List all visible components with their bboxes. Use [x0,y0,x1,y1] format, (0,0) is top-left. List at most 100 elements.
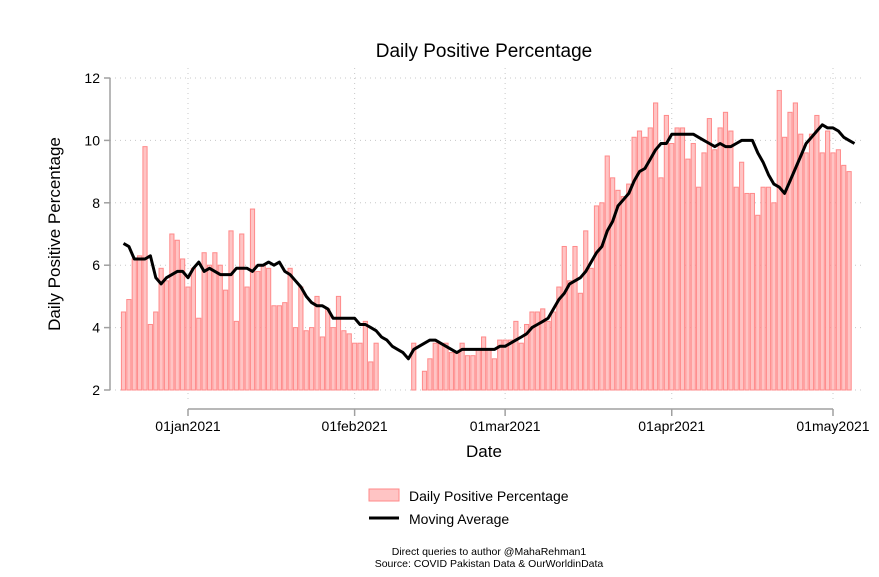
bar [206,264,213,391]
bar [470,355,476,391]
bar [669,143,675,391]
bar [330,327,336,391]
bar [561,245,567,391]
bar [239,233,245,391]
bar [787,111,793,391]
bar [309,327,315,391]
bar [841,164,847,391]
x-axis-title: Date [466,442,502,461]
bar [325,308,331,391]
bar [147,323,153,391]
bar [642,136,648,391]
x-tick-label: 01mar2021 [470,418,541,434]
bar [604,155,610,391]
bar [271,305,277,391]
bar [631,136,637,391]
bar [717,127,723,391]
bar [739,161,745,391]
bar [362,320,368,391]
bar [180,258,186,391]
bar [524,323,530,391]
legend-label-bar: Daily Positive Percentage [409,488,569,504]
bar [588,267,594,391]
bar [249,208,256,391]
x-tick-label: 01jan2021 [155,418,221,434]
bar [830,152,836,391]
bar [368,361,374,391]
bar [244,286,250,391]
y-tick-label: 8 [92,195,100,211]
bar [577,292,583,391]
bar [497,339,503,391]
bar [201,252,207,391]
x-tick-label: 01apr2021 [638,418,705,434]
source-note: Source: COVID Pakistan Data & OurWorldin… [375,558,604,570]
bar [298,286,304,391]
bar [174,239,180,391]
bar [459,342,465,391]
bar [679,127,686,391]
bar [153,311,159,391]
bar [314,295,320,391]
bar [185,286,191,391]
bar [620,196,626,391]
bar [556,286,562,391]
bar [728,130,734,391]
bar [615,189,621,391]
moving-average-line [122,123,856,361]
bar [755,214,761,391]
bar [319,336,325,391]
bar [572,245,578,391]
bar [685,158,691,391]
y-tick-label: 10 [84,132,100,148]
bar [782,136,788,391]
bar [491,358,497,391]
bar [486,348,492,391]
bar [266,267,272,391]
legend-swatch-bar [368,488,400,502]
bar [223,289,229,391]
bar [228,230,234,391]
chart-title: Daily Positive Percentage [376,41,593,62]
y-tick-label: 2 [92,382,100,398]
bar [443,342,449,391]
bar [373,342,379,391]
legend: Daily Positive Percentage Moving Average [368,488,569,527]
bar [636,130,643,391]
bar [550,311,557,391]
bar [846,171,852,391]
bar [502,339,508,391]
bar [481,336,487,391]
bar [196,317,202,391]
bar-series [120,89,852,391]
bar [346,333,352,391]
bar [255,270,261,391]
y-tick-label: 4 [92,320,100,336]
y-tick-label: 6 [92,257,100,273]
bar [792,102,798,391]
bar [701,152,707,391]
bar [464,355,471,391]
bar [776,89,782,391]
bar [771,202,777,391]
bar [120,311,127,391]
bar [658,177,664,391]
bar [518,342,524,391]
bar [142,146,148,391]
bar [217,264,223,391]
bar [545,320,551,391]
x-tick-label: 01may2021 [796,418,869,434]
bar [158,267,164,391]
x-ticks: 01jan2021 01feb2021 01mar2021 01apr2021 01ma… [155,409,870,434]
bar [137,255,143,391]
bar [454,352,460,391]
bar [765,186,772,391]
bar [352,342,358,391]
bar [599,202,605,391]
bar [276,305,282,391]
bar [647,127,653,391]
bar [513,320,519,391]
bar [835,149,841,391]
bar [534,311,540,391]
bar [733,186,739,391]
